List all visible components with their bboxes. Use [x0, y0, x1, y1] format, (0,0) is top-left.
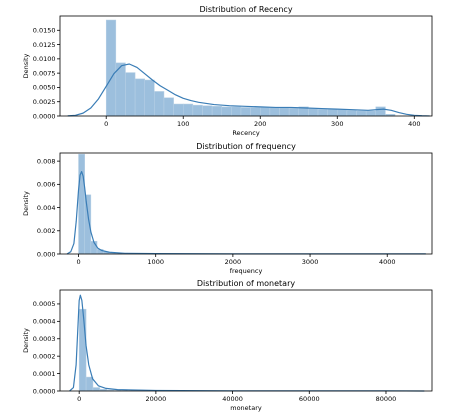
- chart-3-x-tick-label: 40000: [222, 395, 243, 403]
- chart-1-y-tick-label: 0.0000: [33, 112, 56, 120]
- chart-1-bar: [240, 107, 251, 117]
- chart-1-x-tick-label: 100: [177, 120, 189, 128]
- chart-2-y-tick-label: 0.006: [37, 181, 56, 189]
- chart-1-y-tick-label: 0.0025: [33, 98, 56, 106]
- chart-3-y-tick-label: 0.0002: [33, 352, 56, 360]
- chart-2-kde-line: [66, 170, 426, 255]
- chart-1-bar: [346, 110, 357, 117]
- chart-1-y-axis-label: Density: [22, 53, 30, 78]
- chart-3-bar: [92, 387, 101, 392]
- chart-1-bar: [288, 107, 300, 117]
- chart-3-x-tick-label: 60000: [299, 395, 320, 403]
- chart-1-x-tick-label: 200: [254, 120, 266, 128]
- chart-1-bar: [182, 103, 194, 117]
- chart-2-title: Distribution of frequency: [196, 142, 296, 151]
- chart-2-bar: [78, 153, 85, 255]
- chart-2-y-tick-label: 0.000: [37, 250, 56, 258]
- chart-3-y-tick-label: 0.0000: [33, 387, 56, 395]
- chart-1-bar: [231, 106, 242, 117]
- chart-3-kde-line: [69, 294, 425, 392]
- chart-1-bar: [163, 97, 174, 117]
- chart-1-bar: [250, 107, 261, 117]
- chart-1-bar: [375, 106, 386, 117]
- chart-1-y-tick-label: 0.0125: [33, 41, 56, 49]
- chart-3: 0 20000 40000 60000 80000 0.0000 0.0001 0.0002 0…: [22, 279, 433, 412]
- chart-3-y-tick-label: 0.0003: [33, 335, 56, 343]
- chart-2: 0 1000 2000 3000 4000 0.000 0.002 0.004 0.006 0.0…: [22, 142, 433, 275]
- chart-1-bar: [173, 103, 184, 117]
- chart-1-bar: [154, 91, 165, 117]
- chart-3-y-tick-label: 0.0001: [33, 370, 56, 378]
- chart-1-x-axis-label: Recency: [232, 129, 259, 137]
- chart-2-x-tick-label: 3000: [302, 258, 319, 266]
- chart-2-y-tick-label: 0.002: [37, 227, 56, 235]
- chart-1-y-tick-label: 0.0100: [33, 55, 56, 63]
- chart-1-bar: [202, 105, 213, 117]
- chart-2-x-tick-label: 1000: [147, 258, 164, 266]
- chart-1-bar: [211, 106, 222, 117]
- chart-1-bar: [134, 78, 145, 117]
- chart-3-title: Distribution of monetary: [197, 279, 295, 288]
- chart-1-x-tick-label: 400: [408, 120, 420, 128]
- chart-1-bar: [144, 79, 155, 117]
- chart-2-x-tick-label: 2000: [225, 258, 242, 266]
- chart-1-bar: [337, 109, 348, 117]
- chart-3-y-tick-label: 0.0005: [33, 300, 56, 308]
- chart-2-y-tick-label: 0.008: [37, 157, 56, 165]
- chart-1-y-tick-label: 0.0050: [33, 84, 56, 92]
- chart-1-bar: [356, 110, 367, 117]
- chart-2-x-tick-label: 0: [76, 258, 80, 266]
- chart-3-x-tick-label: 0: [77, 395, 81, 403]
- chart-3-x-axis-label: monetary: [230, 404, 262, 412]
- chart-3-x-tick-label: 80000: [376, 395, 397, 403]
- chart-1-y-tick-label: 0.0075: [33, 69, 56, 77]
- chart-1-bar: [192, 104, 203, 117]
- chart-2-x-axis-label: frequency: [230, 267, 263, 275]
- chart-3-bar: [85, 376, 94, 392]
- chart-3-bar: [78, 308, 87, 392]
- chart-1-bar: [221, 106, 232, 117]
- chart-1-title: Distribution of Recency: [199, 5, 292, 14]
- chart-1-x-tick-label: 0: [104, 120, 108, 128]
- chart-1-bar: [365, 110, 377, 117]
- chart-1-kde-line: [67, 63, 430, 117]
- chart-1-bar: [269, 107, 280, 117]
- chart-1-axes-frame: [59, 15, 433, 117]
- chart-1: 0 100 200 300 400 0.0000 0.0025 0.0050 0.0075 0.0…: [22, 5, 433, 137]
- chart-1-bar: [260, 107, 271, 117]
- chart-3-y-axis-label: Density: [22, 328, 30, 353]
- chart-1-bar: [317, 108, 328, 117]
- chart-1-bar: [279, 107, 290, 117]
- chart-1-y-tick-label: 0.0150: [33, 27, 56, 35]
- chart-1-bar: [125, 72, 136, 117]
- chart-1-bar: [308, 108, 319, 117]
- chart-2-y-axis-label: Density: [22, 191, 30, 216]
- chart-1-bar: [105, 19, 117, 117]
- chart-2-x-tick-label: 4000: [379, 258, 396, 266]
- chart-1-bar: [327, 108, 338, 117]
- chart-1-x-tick-label: 300: [331, 120, 343, 128]
- chart-3-axes-frame: [59, 289, 433, 392]
- chart-2-axes-frame: [59, 152, 433, 255]
- chart-3-y-tick-label: 0.0004: [33, 318, 56, 326]
- chart-3-x-tick-label: 20000: [146, 395, 167, 403]
- chart-2-y-tick-label: 0.004: [37, 204, 56, 212]
